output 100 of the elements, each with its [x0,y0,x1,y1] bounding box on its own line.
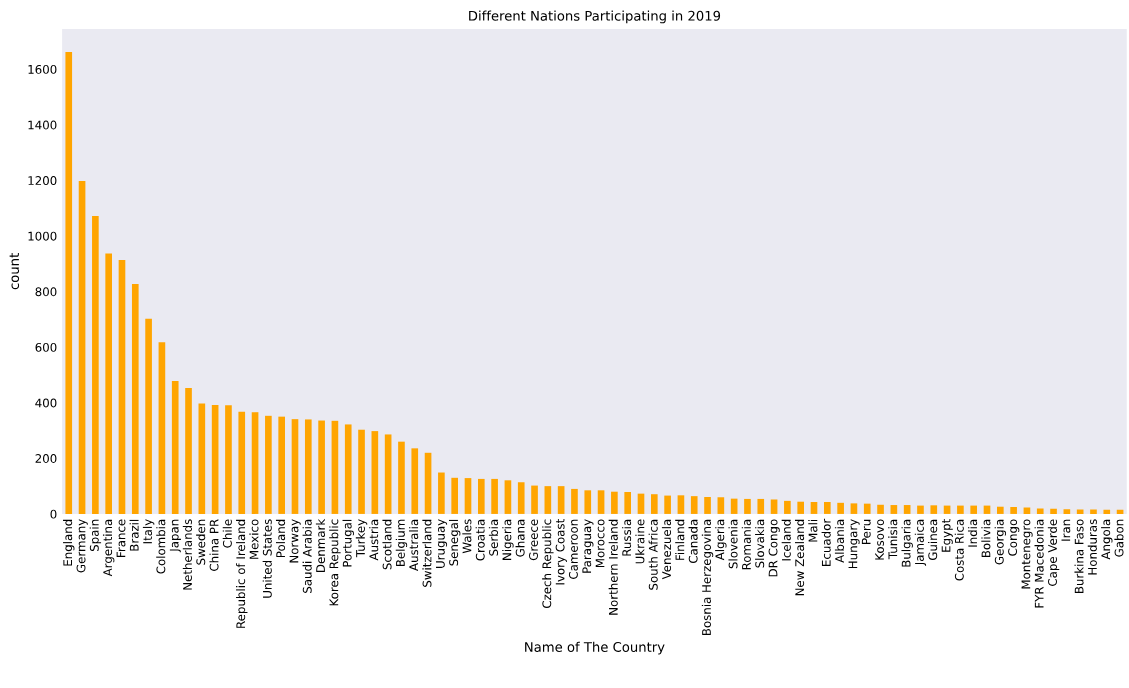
x-tick-label: Morocco [595,519,605,568]
bar [491,478,498,514]
chart-title: Different Nations Participating in 2019 [469,10,721,24]
bar [690,496,698,514]
x-tick-label: South Africa [648,519,658,590]
x-tick-label: Honduras [1087,519,1097,575]
bar [797,501,805,514]
x-tick-label: Ivory Coast [555,519,567,585]
x-tick-label: Finland [675,519,685,560]
bar [650,494,658,514]
x-tick-label: Montenegro [1021,519,1033,589]
bar [477,478,485,514]
x-tick-label: Angola [1101,519,1113,560]
x-tick-label: Cameroon [568,519,578,579]
x-tick-label: Greece [529,519,538,561]
bar [1063,509,1071,514]
x-tick-label: Tunisia [888,519,898,560]
x-tick-label: Bosnia Herzegovina [701,519,714,636]
x-tick-label: Egypt [941,519,953,552]
bar [304,419,312,514]
y-tick-label: 1200 [28,176,57,186]
y-tick-label: 1600 [28,64,57,74]
bar [970,505,978,514]
bar [198,403,206,514]
x-tick-label: Venezuela [661,519,672,580]
x-tick-label: Peru [861,519,871,544]
bar [384,434,392,514]
bar [517,482,525,514]
y-tick-label: 1400 [28,120,57,130]
x-tick-label: Norway [289,519,301,563]
bar [211,404,219,514]
bar [145,318,152,514]
x-tick-label: Chile [222,519,232,548]
bar [92,215,99,514]
y-tick-label: 600 [35,342,57,352]
x-tick-label: Gabon [1114,519,1124,557]
y-axis-title: count [9,253,20,290]
bar [291,419,299,514]
bar [265,415,272,514]
bar [903,505,911,514]
x-tick-label: Wales [462,519,472,554]
x-tick-label: Denmark [315,518,326,572]
bar [464,478,472,514]
bar [664,495,671,514]
x-tick-label: Jamaica [914,519,927,566]
bar [890,505,898,514]
x-tick-label: Ghana [515,519,525,557]
x-tick-label: Australia [409,519,419,571]
bar [624,491,632,514]
y-tick-label: 800 [35,287,57,297]
x-tick-label: Senegal [448,519,461,566]
x-tick-label: Romania [741,519,751,570]
bar [757,498,765,514]
bar [344,424,352,514]
x-tick-label: Spain [89,519,102,551]
x-tick-label: Nigeria [502,519,514,560]
bar [1010,506,1017,514]
bar [784,500,791,514]
bar [318,420,325,514]
x-tick-label: DR Congo [768,519,780,577]
x-tick-label: Algeria [715,519,727,561]
x-axis-title: Name of The Country [525,641,665,655]
x-tick-label: Iran [1061,519,1071,541]
bar [837,502,844,514]
x-tick-label: Kosovo [875,519,884,560]
bar [1076,509,1084,514]
bar [451,477,459,514]
bar [238,411,246,514]
x-tick-label: Saudi Arabia [302,519,312,593]
x-tick-label: China PR [209,519,219,571]
bar [597,490,605,514]
x-tick-label: Cape Verde [1047,519,1060,586]
x-tick-label: Japan [169,519,181,553]
bar [65,51,73,514]
x-tick-label: Croatia [475,519,485,561]
x-tick-label: FYR Macedonia [1034,519,1044,608]
bar [225,405,232,514]
y-tick-label: 200 [35,454,57,463]
bar [1090,509,1097,514]
x-tick-label: Uruguay [436,519,448,568]
x-tick-label: Iceland [781,519,791,561]
bar [358,429,365,514]
bar [717,497,725,514]
bar [158,342,166,514]
bar [611,491,618,514]
y-tick-label: 0 [50,509,57,519]
x-tick-label: Mali [808,519,818,542]
x-tick-label: England [63,519,75,566]
bar [770,499,778,514]
x-tick-label: Czech Republic [542,519,554,609]
x-tick-label: Italy [142,519,155,544]
x-tick-label: Congo [1008,519,1020,556]
x-tick-label: Georgia [994,519,1007,565]
bar [424,452,432,514]
x-tick-label: Paraguay [582,519,594,573]
bar [278,416,286,514]
bar [584,490,592,514]
bar [1103,509,1111,514]
x-tick-label: Sweden [196,519,206,565]
bar [810,501,818,514]
